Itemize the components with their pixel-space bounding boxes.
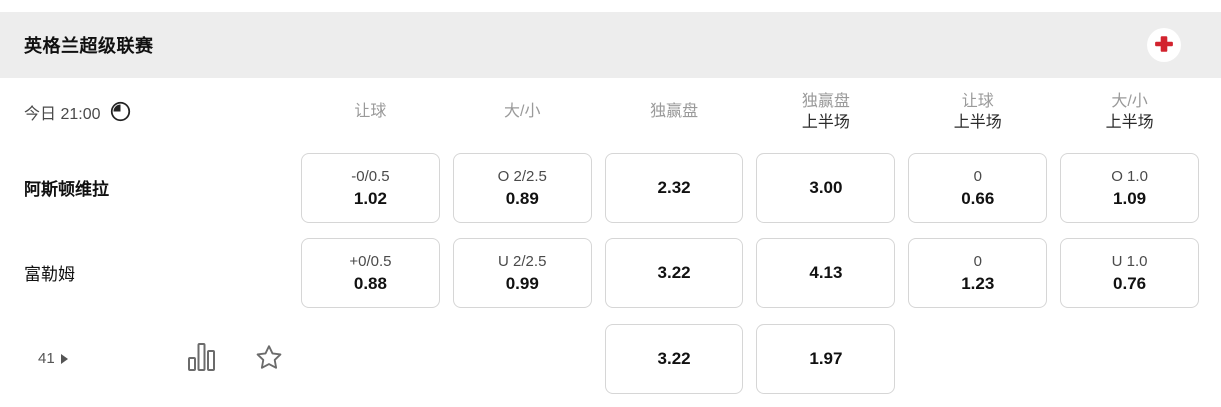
odds-price: 0.99 <box>505 273 539 293</box>
odds-line: 0 <box>973 252 982 270</box>
team-row-away: 富勒姆 +0/0.5 0.88 U 2/2.5 0.99 3.22 4.13 0… <box>0 230 1221 315</box>
odds-price: 1.02 <box>353 188 387 208</box>
odds-price: 1.09 <box>1113 188 1147 208</box>
star-icon <box>255 344 283 374</box>
odds-button[interactable]: 1.97 <box>756 323 896 394</box>
odds-button[interactable]: 3.22 <box>604 237 744 308</box>
bar-chart-icon <box>187 342 215 375</box>
match-time: 今日 21:00 <box>24 105 101 123</box>
column-header-label: 让球 <box>961 92 994 110</box>
odds-price: 0.88 <box>353 273 387 293</box>
odds-line: -0/0.5 <box>351 167 390 185</box>
odds-button[interactable]: 3.00 <box>756 152 896 223</box>
column-header-handicap: 让球 <box>301 101 440 122</box>
column-header-handicap-first-half: 让球 上半场 <box>908 91 1047 133</box>
column-header-moneyline: 独赢盘 <box>605 101 744 122</box>
column-header-over-under: 大/小 <box>453 101 592 122</box>
column-header-over-under-first-half: 大/小 上半场 <box>1060 91 1199 133</box>
odds-header-row: 今日 21:00 让球 大/小 独赢盘 独赢盘 上半场 让球 上半场 大/小 上… <box>0 78 1221 145</box>
odds-line: O 1.0 <box>1111 167 1148 185</box>
odds-button[interactable]: O 2/2.5 0.89 <box>452 152 592 223</box>
column-header-label: 大/小 <box>504 103 541 120</box>
draw-row: 41 3.22 1.97 <box>0 315 1221 402</box>
match-meta-cell: 41 <box>0 342 288 375</box>
odds-button[interactable]: O 1.0 1.09 <box>1060 152 1199 223</box>
column-header-label: 独赢盘 <box>801 92 850 110</box>
odds-price: 0.66 <box>961 188 995 208</box>
odds-price: 2.32 <box>657 178 691 197</box>
match-time-cell: 今日 21:00 <box>0 100 288 124</box>
stats-button[interactable] <box>187 342 215 375</box>
odds-button[interactable]: 2.32 <box>604 152 744 223</box>
odds-line: +0/0.5 <box>349 252 392 270</box>
league-title: 英格兰超级联赛 <box>24 36 154 56</box>
column-header-period: 上半场 <box>1105 113 1154 131</box>
chevron-right-icon <box>60 353 68 364</box>
odds-price: 1.23 <box>961 273 995 293</box>
odds-price: 3.22 <box>657 349 691 368</box>
odds-price: 1.97 <box>809 349 843 368</box>
column-header-label: 独赢盘 <box>650 103 699 120</box>
favorite-button[interactable] <box>255 344 283 374</box>
column-header-moneyline-first-half: 独赢盘 上半场 <box>756 91 895 133</box>
odds-button[interactable]: U 2/2.5 0.99 <box>452 237 592 308</box>
odds-button[interactable]: U 1.0 0.76 <box>1060 237 1199 308</box>
odds-price: 3.22 <box>657 263 691 282</box>
more-markets-link[interactable]: 41 <box>38 350 68 367</box>
clock-icon <box>110 101 131 122</box>
add-button[interactable] <box>1147 28 1181 62</box>
plus-icon <box>1153 33 1175 58</box>
column-header-label: 大/小 <box>1111 92 1148 110</box>
odds-price: 3.00 <box>809 178 843 197</box>
odds-button[interactable]: 4.13 <box>756 237 896 308</box>
odds-price: 4.13 <box>809 263 843 282</box>
odds-button[interactable]: +0/0.5 0.88 <box>301 237 440 308</box>
odds-price: 0.76 <box>1113 273 1147 293</box>
away-team-name: 富勒姆 <box>24 265 75 284</box>
league-header-bar: 英格兰超级联赛 <box>0 12 1221 78</box>
odds-line: O 2/2.5 <box>497 167 547 185</box>
odds-line: 0 <box>973 167 982 185</box>
column-header-label: 让球 <box>354 103 387 120</box>
more-markets-count: 41 <box>38 350 55 367</box>
odds-price: 0.89 <box>505 188 539 208</box>
odds-button[interactable]: 3.22 <box>604 323 744 394</box>
odds-button[interactable]: 0 1.23 <box>908 237 1048 308</box>
odds-line: U 2/2.5 <box>498 252 547 270</box>
column-header-period: 上半场 <box>953 113 1002 131</box>
column-header-period: 上半场 <box>801 113 850 131</box>
odds-button[interactable]: 0 0.66 <box>908 152 1048 223</box>
odds-button[interactable]: -0/0.5 1.02 <box>301 152 440 223</box>
team-row-home: 阿斯顿维拉 -0/0.5 1.02 O 2/2.5 0.89 2.32 3.00… <box>0 145 1221 230</box>
home-team-name: 阿斯顿维拉 <box>24 180 109 199</box>
odds-line: U 1.0 <box>1111 252 1148 270</box>
